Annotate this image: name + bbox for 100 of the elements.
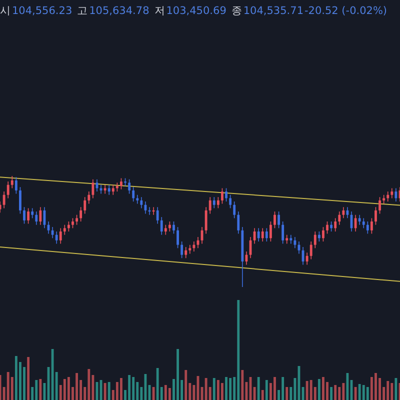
bar: [334, 385, 337, 400]
bar: [67, 377, 70, 400]
candlestick: [192, 241, 196, 252]
candlestick: [374, 206, 377, 226]
candlestick: [27, 208, 30, 224]
bar: [265, 380, 268, 400]
candlestick: [168, 221, 171, 232]
candlestick: [100, 184, 102, 194]
bar: [225, 377, 228, 400]
candlestick: [43, 206, 46, 229]
candlestick: [358, 214, 361, 226]
bar: [282, 377, 284, 400]
candlestick: [212, 196, 216, 209]
bar: [152, 387, 155, 400]
bar: [318, 379, 320, 400]
candlestick: [274, 211, 276, 229]
bar: [394, 378, 398, 400]
bar: [128, 375, 131, 400]
candlestick: [386, 191, 390, 202]
candlestick: [310, 241, 312, 260]
bar: [358, 384, 361, 400]
candlestick: [176, 226, 179, 249]
candlestick: [253, 228, 256, 244]
bar: [322, 377, 324, 400]
bar: [164, 385, 167, 400]
candlestick: [108, 184, 110, 196]
candlestick: [72, 218, 74, 229]
candlestick: [378, 196, 381, 214]
candlestick: [6, 181, 10, 199]
bar: [241, 370, 244, 400]
candlestick: [128, 178, 131, 194]
candlestick: [55, 231, 58, 244]
candlestick: [282, 221, 284, 244]
bar: [286, 387, 288, 400]
text: 103,450.69: [166, 5, 226, 17]
candlestick: [180, 241, 184, 259]
candlestick: [112, 184, 114, 196]
text: 고: [77, 5, 88, 17]
bar: [390, 383, 394, 400]
text: -20.52 (-0.02%): [304, 5, 388, 17]
bar: [342, 383, 345, 400]
bar: [354, 387, 357, 400]
text: 104,535.71: [243, 5, 304, 17]
candlestick: [35, 211, 38, 226]
text: 104,556.23: [12, 5, 72, 17]
bar: [294, 378, 296, 400]
bar: [168, 388, 171, 400]
candlestick: [80, 206, 82, 222]
bar: [229, 378, 232, 400]
candlestick: [136, 194, 139, 204]
candlestick: [314, 231, 316, 249]
candlestick: [88, 191, 90, 204]
candlestick: [31, 208, 34, 219]
candlestick: [140, 196, 143, 209]
candlestick: [257, 228, 260, 242]
candlestick: [330, 221, 333, 232]
candlestick: [14, 176, 18, 194]
text: 105,634.78: [89, 5, 150, 17]
bar: [257, 377, 260, 400]
bar: [120, 378, 122, 400]
candlestick: [164, 224, 167, 236]
candlestick: [84, 196, 86, 214]
text: 시: [0, 5, 11, 17]
candlestick: [278, 211, 280, 229]
bar: [330, 387, 333, 400]
bar: [35, 380, 38, 400]
bar: [14, 356, 18, 400]
candlestick: [390, 188, 394, 199]
candlestick: [342, 206, 345, 219]
candlestick: [132, 186, 135, 202]
candlestick: [204, 206, 208, 234]
candlestick: [19, 186, 22, 214]
candlestick: [216, 196, 220, 209]
candlestick: [2, 191, 6, 209]
bar: [386, 381, 390, 400]
candlestick: [63, 224, 66, 236]
candlestick: [261, 228, 264, 242]
candlestick: [306, 252, 308, 266]
bar: [221, 383, 224, 400]
bar: [39, 379, 42, 400]
candlestick: [334, 218, 337, 232]
candlestick: [67, 221, 70, 232]
bar: [212, 378, 216, 400]
candlestick: [326, 221, 328, 234]
candlestick: [184, 246, 188, 259]
bar: [76, 373, 78, 400]
candlestick: [366, 221, 369, 234]
candlestick: [322, 226, 324, 242]
bar: [192, 385, 196, 400]
bar: [104, 383, 106, 400]
candlestick: [225, 188, 228, 202]
bar: [346, 373, 349, 400]
bar: [261, 390, 264, 400]
bar: [88, 369, 90, 400]
candlestick: [144, 201, 147, 214]
bar: [6, 372, 10, 400]
candlestick: [92, 178, 94, 199]
candlestick: [338, 211, 341, 226]
candlestick: [294, 236, 296, 249]
candlestick: [237, 211, 240, 234]
